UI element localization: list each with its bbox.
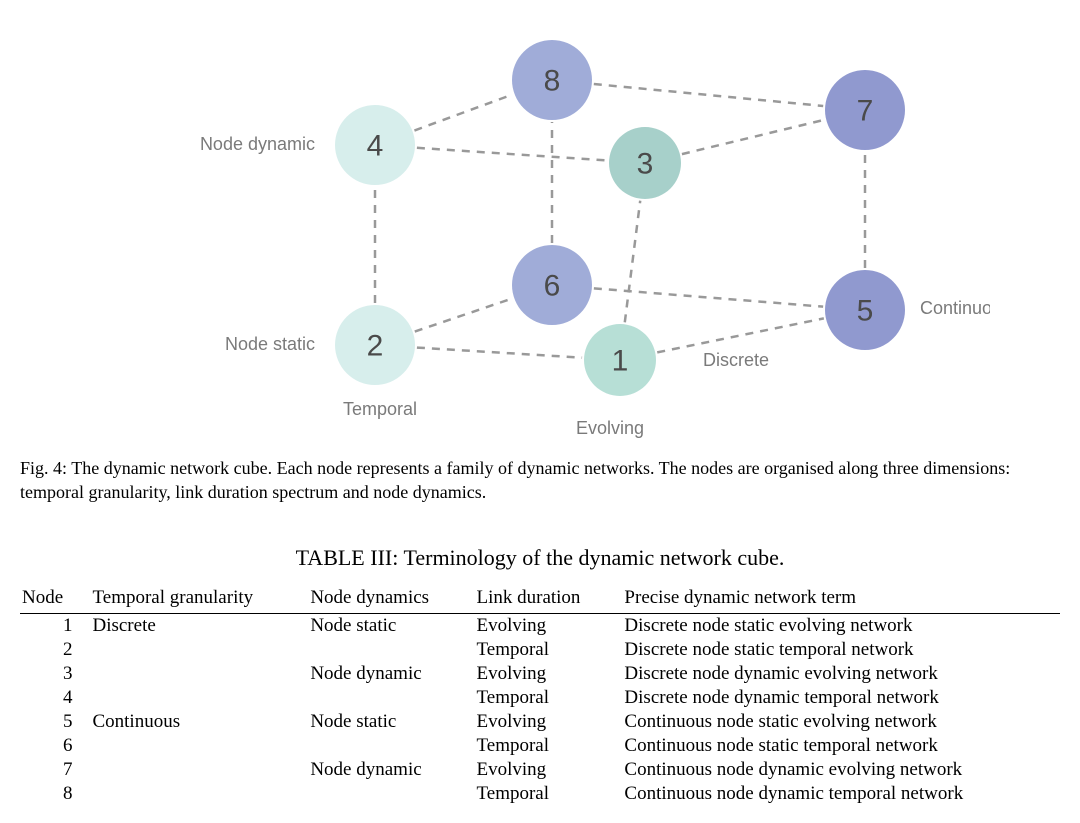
table-cell: Node static <box>308 613 474 638</box>
table-cell <box>90 782 308 806</box>
table-cell <box>90 686 308 710</box>
table-cell: Node dynamic <box>308 662 474 686</box>
figure-caption-text: The dynamic network cube. Each node repr… <box>20 458 1010 502</box>
cube-node-2: 2 <box>335 305 415 385</box>
cube-node-8: 8 <box>512 40 592 120</box>
table-cell <box>90 734 308 758</box>
axis-label: Continuous <box>920 298 990 318</box>
axis-label: Discrete <box>703 350 769 370</box>
table-cell: Temporal <box>474 686 622 710</box>
table-cell <box>90 758 308 782</box>
table-cell <box>90 638 308 662</box>
table-cell: Node dynamic <box>308 758 474 782</box>
cube-edge <box>414 94 512 130</box>
cube-edge <box>417 148 607 161</box>
table-cell: Discrete <box>90 613 308 638</box>
svg-text:2: 2 <box>367 330 384 363</box>
table-cell: Evolving <box>474 758 622 782</box>
table-cell <box>308 782 474 806</box>
table-cell: Evolving <box>474 662 622 686</box>
table-cell: Temporal <box>474 734 622 758</box>
table-cell <box>308 686 474 710</box>
table-cell: Continuous node static evolving network <box>622 710 1060 734</box>
table-header: Temporal granularity <box>90 585 308 614</box>
cube-diagram: 1 2 3 4 5 6 7 8 Node dynamic Node static Temporal E… <box>20 10 1060 450</box>
table-cell: 2 <box>20 638 90 662</box>
cube-node-3: 3 <box>609 127 681 199</box>
cube-edge <box>594 84 823 106</box>
cube-node-6: 6 <box>512 245 592 325</box>
svg-text:1: 1 <box>612 345 629 378</box>
cube-node-7: 7 <box>825 70 905 150</box>
table-cell: Continuous node dynamic temporal network <box>622 782 1060 806</box>
axis-label: Node dynamic <box>200 134 315 154</box>
table-row: 2 TemporalDiscrete node static temporal n… <box>20 638 1060 662</box>
table-cell: Continuous <box>90 710 308 734</box>
table-header: Precise dynamic network term <box>622 585 1060 614</box>
cube-node-5: 5 <box>825 270 905 350</box>
table-cell: Temporal <box>474 782 622 806</box>
svg-text:3: 3 <box>637 148 654 181</box>
cube-edge <box>415 298 512 331</box>
svg-text:7: 7 <box>857 95 874 128</box>
table-head: Node Temporal granularity Node dynamics … <box>20 585 1060 614</box>
table-row: 4 TemporalDiscrete node dynamic temporal … <box>20 686 1060 710</box>
table-row: 6 TemporalContinuous node static temporal… <box>20 734 1060 758</box>
table-title-prefix: TABLE III: <box>296 545 399 570</box>
cube-node-4: 4 <box>335 105 415 185</box>
table-title-text: Terminology of the dynamic network cube. <box>403 545 784 570</box>
table-cell: 8 <box>20 782 90 806</box>
figure-caption-prefix: Fig. 4: <box>20 458 67 478</box>
table-cell: Discrete node static evolving network <box>622 613 1060 638</box>
cube-edge <box>657 318 824 352</box>
table-cell: 5 <box>20 710 90 734</box>
svg-text:8: 8 <box>544 65 561 98</box>
table-cell: 3 <box>20 662 90 686</box>
table-body: 1DiscreteNode staticEvolvingDiscrete nod… <box>20 613 1060 806</box>
table-cell: Node static <box>308 710 474 734</box>
table-cell: 6 <box>20 734 90 758</box>
figure-caption: Fig. 4: The dynamic network cube. Each n… <box>20 456 1060 505</box>
cube-node-1: 1 <box>584 324 656 396</box>
table-row: 3 Node dynamicEvolvingDiscrete node dynam… <box>20 662 1060 686</box>
terminology-table: Node Temporal granularity Node dynamics … <box>20 585 1060 806</box>
table-cell: Discrete node static temporal network <box>622 638 1060 662</box>
axis-label: Evolving <box>576 418 644 438</box>
table-cell: Continuous node dynamic evolving network <box>622 758 1060 782</box>
table-row: 1DiscreteNode staticEvolvingDiscrete nod… <box>20 613 1060 638</box>
table-row: 5ContinuousNode staticEvolvingContinuous… <box>20 710 1060 734</box>
table-cell <box>308 638 474 662</box>
cube-svg: 1 2 3 4 5 6 7 8 Node dynamic Node static Temporal E… <box>90 10 990 450</box>
table-cell: Continuous node static temporal network <box>622 734 1060 758</box>
table-cell: Discrete node dynamic evolving network <box>622 662 1060 686</box>
svg-text:6: 6 <box>544 270 561 303</box>
table-cell: 1 <box>20 613 90 638</box>
table-cell <box>90 662 308 686</box>
svg-text:4: 4 <box>367 130 384 163</box>
axis-label: Node static <box>225 334 315 354</box>
axis-label: Temporal <box>343 399 417 419</box>
table-cell: 4 <box>20 686 90 710</box>
table-header: Node dynamics <box>308 585 474 614</box>
cube-edge <box>682 120 824 154</box>
table-cell: Temporal <box>474 638 622 662</box>
table-cell: Evolving <box>474 710 622 734</box>
table-cell: Discrete node dynamic temporal network <box>622 686 1060 710</box>
table-header: Node <box>20 585 90 614</box>
table-cell: Evolving <box>474 613 622 638</box>
cube-edge <box>625 201 640 323</box>
table-title: TABLE III: Terminology of the dynamic ne… <box>20 545 1060 571</box>
table-row: 7 Node dynamicEvolvingContinuous node dyn… <box>20 758 1060 782</box>
svg-text:5: 5 <box>857 295 874 328</box>
table-header: Link duration <box>474 585 622 614</box>
table-cell <box>308 734 474 758</box>
table-row: 8 TemporalContinuous node dynamic tempora… <box>20 782 1060 806</box>
cube-edge <box>417 348 582 358</box>
table-cell: 7 <box>20 758 90 782</box>
